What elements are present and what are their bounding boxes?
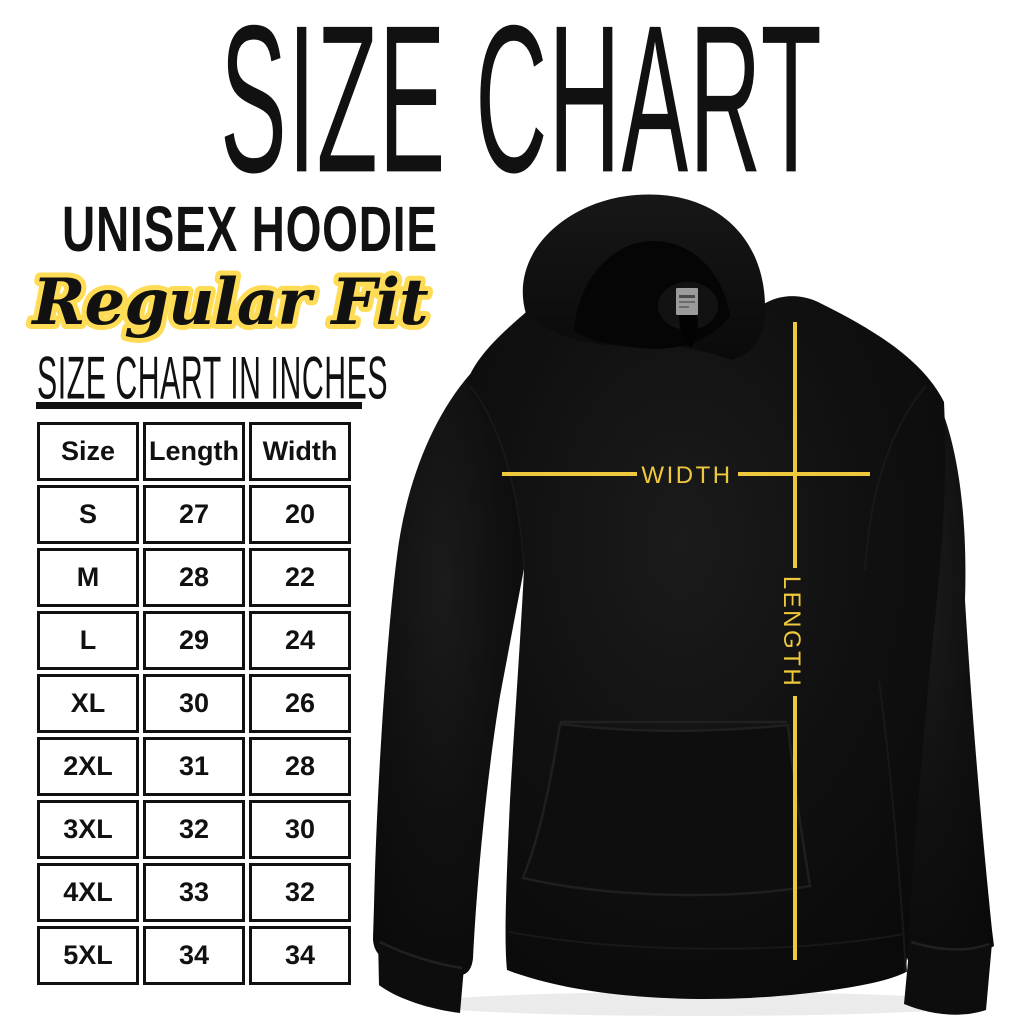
- width-cell: 34: [249, 926, 351, 985]
- width-cell: 22: [249, 548, 351, 607]
- hood-cord-shadow: [679, 315, 698, 348]
- width-cell: 20: [249, 485, 351, 544]
- length-cell: 30: [143, 674, 245, 733]
- width-cell: 28: [249, 737, 351, 796]
- width-cell: 32: [249, 863, 351, 922]
- page-title: SIZE CHART: [220, 0, 823, 218]
- width-cell: 30: [249, 800, 351, 859]
- size-cell: 4XL: [37, 863, 139, 922]
- right-armhole-seam: [864, 385, 927, 571]
- length-cell: 31: [143, 737, 245, 796]
- waistband-seam: [508, 931, 905, 950]
- right-side-seam: [878, 679, 907, 973]
- tag-text-line: [679, 301, 695, 303]
- length-cell: 33: [143, 863, 245, 922]
- column-header-length: Length: [143, 422, 245, 481]
- table-row: S 27 20: [37, 485, 351, 544]
- length-cell: 32: [143, 800, 245, 859]
- length-cell: 27: [143, 485, 245, 544]
- size-cell: 3XL: [37, 800, 139, 859]
- table-row: XL 30 26: [37, 674, 351, 733]
- brand-tag: [676, 288, 698, 315]
- hoodie-right-cuff: [904, 940, 992, 1015]
- tag-text-line: [679, 295, 695, 298]
- table-row: 2XL 31 28: [37, 737, 351, 796]
- table-row: M 28 22: [37, 548, 351, 607]
- fit-label-text: Regular Fit: [30, 265, 428, 340]
- left-armhole-seam: [469, 385, 525, 571]
- length-cell: 29: [143, 611, 245, 670]
- ground-shadow: [420, 992, 980, 1016]
- length-cell: 28: [143, 548, 245, 607]
- table-heading: SIZE CHART IN INCHES: [37, 343, 389, 412]
- right-cuff-seam: [910, 940, 990, 951]
- size-cell: S: [37, 485, 139, 544]
- kangaroo-pocket: [521, 722, 812, 897]
- tag-text-line: [679, 306, 689, 308]
- width-cell: 24: [249, 611, 351, 670]
- size-cell: M: [37, 548, 139, 607]
- table-row: 4XL 33 32: [37, 863, 351, 922]
- header-row: Size Length Width: [37, 422, 351, 481]
- width-label: WIDTH: [641, 462, 732, 489]
- length-cell: 34: [143, 926, 245, 985]
- size-table-body: S 27 20 M 28 22 L 29 24 XL 30 26 2XL 31 28 3XL 32 30 4XL 33…: [37, 485, 351, 985]
- size-table: Size Length Width S 27 20 M 28 22 L 29 24 XL 30 26 2…: [33, 418, 355, 989]
- table-row: 5XL 34 34: [37, 926, 351, 985]
- size-table-header: Size Length Width: [37, 422, 351, 481]
- hoodie-left-cuff: [378, 938, 464, 1013]
- column-header-size: Size: [37, 422, 139, 481]
- hoodie-measurement-diagram: WIDTH LENGTH: [373, 194, 994, 1016]
- size-cell: L: [37, 611, 139, 670]
- width-cell: 26: [249, 674, 351, 733]
- hoodie-left-sleeve: [373, 372, 526, 976]
- size-cell: XL: [37, 674, 139, 733]
- table-row: 3XL 32 30: [37, 800, 351, 859]
- fit-label: Regular Fit: [25, 260, 434, 345]
- heading-underline: [36, 402, 362, 409]
- length-label: LENGTH: [778, 576, 805, 688]
- table-row: L 29 24: [37, 611, 351, 670]
- size-cell: 5XL: [37, 926, 139, 985]
- column-header-width: Width: [249, 422, 351, 481]
- size-cell: 2XL: [37, 737, 139, 796]
- left-cuff-seam: [379, 940, 463, 970]
